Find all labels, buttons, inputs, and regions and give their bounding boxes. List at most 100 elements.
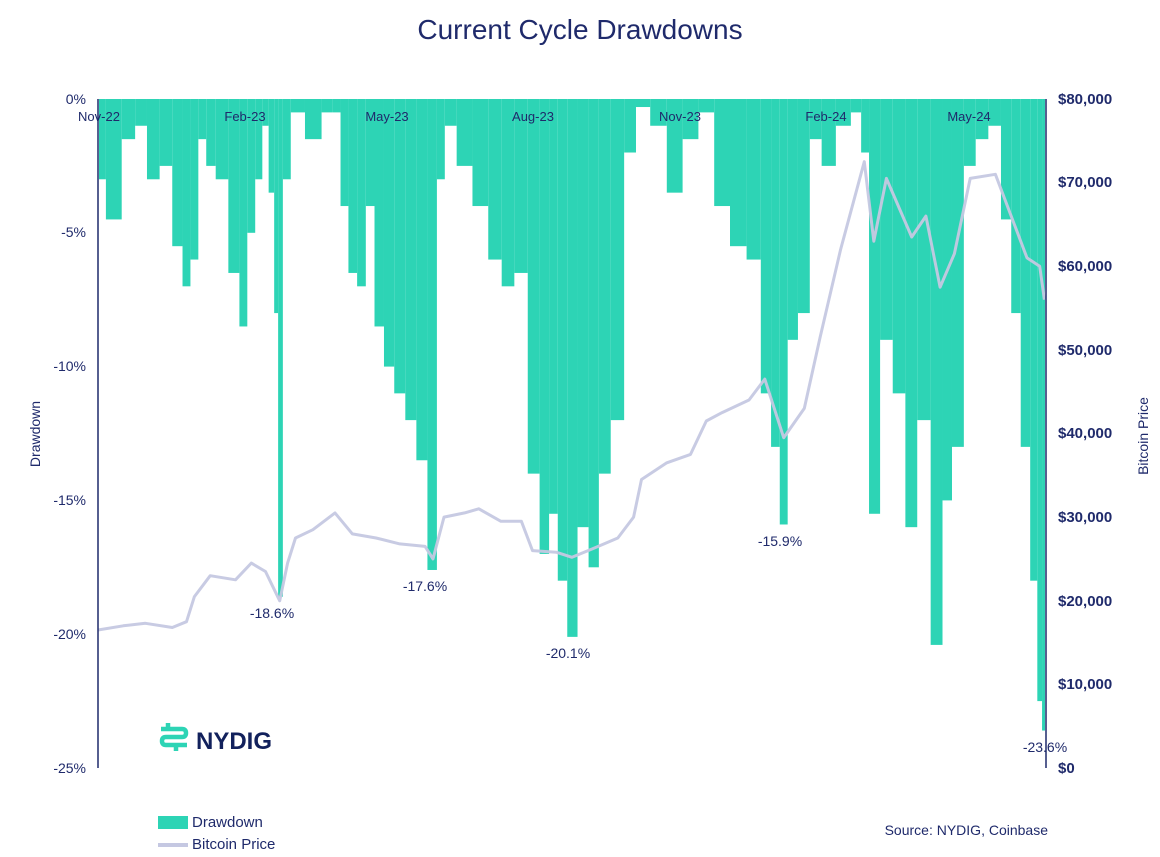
- drawdown-bar: [1030, 99, 1038, 581]
- left-ytick: -25%: [53, 760, 86, 776]
- drawdown-bar: [1037, 99, 1043, 702]
- drawdown-bar: [278, 99, 283, 597]
- x-ticks: Nov-22 Feb-23 May-23 Aug-23 Nov-23 Feb-2…: [78, 109, 991, 124]
- drawdown-bar: [255, 99, 263, 180]
- drawdown-bar: [247, 99, 256, 233]
- xtick: Feb-23: [224, 109, 265, 124]
- drawdown-bar: [905, 99, 918, 528]
- drawdown-bar: [146, 99, 160, 180]
- xtick: Feb-24: [805, 109, 846, 124]
- legend-label: Drawdown: [192, 814, 263, 831]
- legend-label: Bitcoin Price: [192, 836, 275, 853]
- drawdown-bar: [121, 99, 136, 140]
- drawdown-bar: [321, 99, 333, 113]
- drawdown-bar: [1042, 99, 1045, 731]
- drawdown-bar: [1011, 99, 1021, 314]
- annotation-label: -17.6%: [403, 578, 447, 594]
- drawdown-bar: [698, 99, 715, 113]
- left-ytick: -5%: [61, 224, 86, 240]
- drawdown-bar: [797, 99, 810, 314]
- annotation-label: -15.9%: [758, 533, 802, 549]
- left-ytick: -15%: [53, 492, 86, 508]
- drawdown-bar: [682, 99, 699, 140]
- drawdown-bar: [809, 99, 822, 140]
- drawdown-bar: [567, 99, 578, 637]
- right-ytick: $0: [1058, 760, 1075, 777]
- drawdown-bar: [416, 99, 428, 461]
- drawdown-bar: [348, 99, 358, 273]
- drawdown-bar: [427, 99, 437, 570]
- drawdown-bar: [892, 99, 906, 394]
- drawdown-bar: [332, 99, 341, 113]
- drawdown-bar: [514, 99, 528, 273]
- drawdown-bar: [588, 99, 599, 568]
- y2-axis-label: Bitcoin Price: [1135, 397, 1151, 475]
- drawdown-bar: [1020, 99, 1031, 447]
- right-ytick: $70,000: [1058, 174, 1112, 191]
- xtick: May-24: [947, 109, 990, 124]
- drawdown-bar: [549, 99, 558, 514]
- drawdown-bar: [666, 99, 683, 193]
- drawdown-bar: [635, 99, 651, 108]
- right-ytick: $10,000: [1058, 676, 1112, 693]
- drawdown-bar: [746, 99, 761, 260]
- right-ytick: $80,000: [1058, 91, 1112, 108]
- drawdown-bar: [1000, 99, 1012, 220]
- xtick: Aug-23: [512, 109, 554, 124]
- drawdown-bar: [963, 99, 976, 166]
- logo-text: NYDIG: [196, 728, 272, 755]
- drawdown-bar: [835, 99, 851, 126]
- drawdown-bar: [787, 99, 798, 340]
- drawdown-bar: [340, 99, 349, 207]
- drawdown-bar: [650, 99, 667, 126]
- drawdown-bar: [206, 99, 216, 166]
- drawdown-bar: [501, 99, 515, 287]
- drawdown-bar: [198, 99, 207, 140]
- drawdown-bar: [917, 99, 931, 421]
- drawdown-bar: [159, 99, 173, 166]
- drawdown-bar: [869, 99, 881, 514]
- drawdown-bar: [930, 99, 943, 645]
- drawdown-bar: [383, 99, 395, 367]
- drawdown-bar: [290, 99, 305, 113]
- drawdown-bar: [228, 99, 240, 273]
- drawdown-bar: [405, 99, 417, 421]
- drawdown-bar: [760, 99, 772, 394]
- drawdown-bar: [456, 99, 473, 166]
- right-ytick: $20,000: [1058, 593, 1112, 610]
- right-y-ticks: $80,000 $70,000 $60,000 $50,000 $40,000 …: [1058, 91, 1112, 777]
- drawdown-bar: [304, 99, 322, 140]
- drawdown-bar: [861, 99, 870, 153]
- drawdown-bar: [444, 99, 457, 126]
- annotation-label: -20.1%: [546, 645, 590, 661]
- right-ytick: $30,000: [1058, 509, 1112, 526]
- annotation-label: -18.6%: [250, 605, 294, 621]
- drawdown-bar: [365, 99, 375, 207]
- drawdown-bar: [239, 99, 248, 327]
- drawdown-bar: [394, 99, 406, 394]
- chart-title: Current Cycle Drawdowns: [417, 14, 742, 45]
- y-axis-label: Drawdown: [27, 401, 43, 467]
- drawdown-bar: [99, 99, 106, 180]
- drawdown-bar: [821, 99, 836, 166]
- drawdown-bar: [135, 99, 147, 126]
- left-y-ticks: 0% -5% -10% -15% -20% -25%: [53, 91, 86, 776]
- drawdown-bar: [975, 99, 989, 140]
- right-ytick: $40,000: [1058, 425, 1112, 442]
- drawdown-bar: [942, 99, 952, 501]
- drawdown-bar: [730, 99, 747, 247]
- nydig-logo-icon: [159, 723, 189, 751]
- drawdown-bar: [357, 99, 366, 287]
- bitcoin-price-line-group: [97, 160, 1046, 632]
- drawdown-bar: [577, 99, 589, 528]
- drawdown-bar: [472, 99, 489, 207]
- drawdown-bar: [598, 99, 611, 474]
- drawdown-bar: [557, 99, 568, 581]
- xtick: Nov-23: [659, 109, 701, 124]
- drawdown-bar: [215, 99, 229, 180]
- source-note: Source: NYDIG, Coinbase: [885, 822, 1049, 838]
- drawdown-bar: [771, 99, 780, 447]
- drawdown-bar: [282, 99, 291, 180]
- drawdown-bar: [488, 99, 502, 260]
